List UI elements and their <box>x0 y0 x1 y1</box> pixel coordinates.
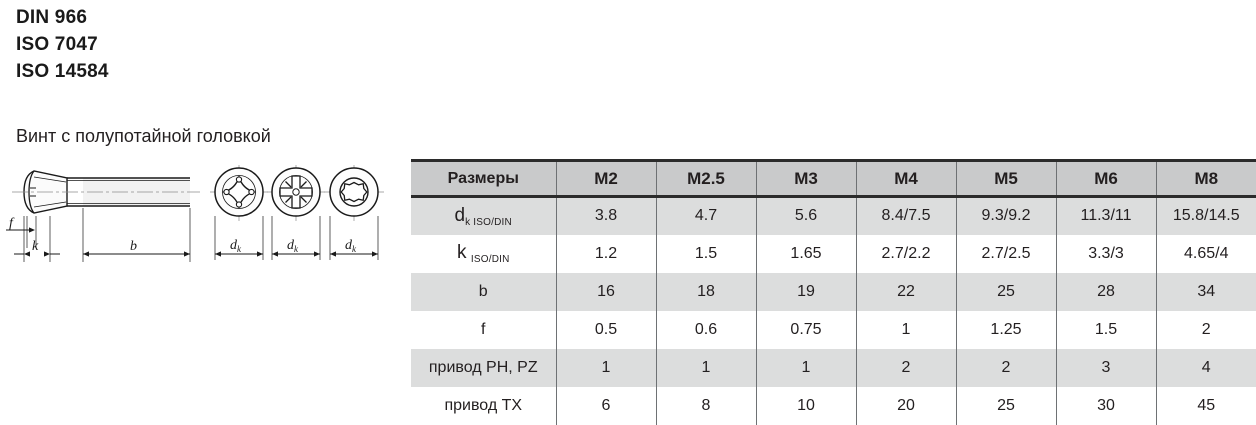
cell-drive-tx-m6: 30 <box>1056 386 1157 425</box>
cell-dk-m8: 15.8/14.5 <box>1156 196 1256 235</box>
dimension-f <box>6 216 37 248</box>
standard-din: DIN 966 <box>16 7 88 28</box>
cell-f-m6: 1.5 <box>1056 310 1157 349</box>
head-dk-sub-tx: k <box>352 244 357 254</box>
head-dk-sub-pz: k <box>294 244 299 254</box>
cell-b-m25: 18 <box>656 272 757 311</box>
cell-drive-tx-m8: 45 <box>1156 386 1256 425</box>
cell-k-m5: 2.7/2.5 <box>956 234 1057 273</box>
header-cell-m6: M6 <box>1056 159 1157 198</box>
screw-side-view <box>12 170 200 214</box>
table-row: k ISO/DIN 1.2 1.5 1.65 2.7/2.2 2.7/2.5 3… <box>411 234 1256 273</box>
table-header-row: Размеры M2 M2.5 M3 M4 M5 M6 M8 <box>411 159 1256 198</box>
row-label-drive-tx: привод TX <box>411 386 557 425</box>
header-cell-m2: M2 <box>556 159 657 198</box>
row-label-dk-base: d <box>454 204 466 226</box>
spec-table: Размеры M2 M2.5 M3 M4 M5 M6 M8 dk ISO/DI… <box>411 159 1256 425</box>
cell-k-m4: 2.7/2.2 <box>856 234 957 273</box>
cell-drive-tx-m3: 10 <box>756 386 857 425</box>
cell-dk-m4: 8.4/7.5 <box>856 196 957 235</box>
cell-k-m8: 4.65/4 <box>1156 234 1256 273</box>
svg-text:dk: dk <box>230 238 242 254</box>
table-row: b 16 18 19 22 25 28 34 <box>411 272 1256 311</box>
svg-text:dk: dk <box>287 238 299 254</box>
cell-drive-tx-m25: 8 <box>656 386 757 425</box>
technical-drawings: f k b <box>0 158 400 273</box>
cell-drive-phpz-m2: 1 <box>556 348 657 387</box>
drawings-svg: f k b <box>6 165 384 262</box>
cell-f-m3: 0.75 <box>756 310 857 349</box>
head-view-pz: dk <box>267 165 325 260</box>
head-view-tx: dk <box>324 165 384 260</box>
header-cell-m3: M3 <box>756 159 857 198</box>
table-row: dk ISO/DIN 3.8 4.7 5.6 8.4/7.5 9.3/9.2 1… <box>411 196 1256 235</box>
table-row: привод TX 6 8 10 20 25 30 45 <box>411 386 1256 425</box>
cell-f-m4: 1 <box>856 310 957 349</box>
header-cell-sizes: Размеры <box>411 159 557 198</box>
cell-drive-phpz-m8: 4 <box>1156 348 1256 387</box>
head-dk-sub-ph: k <box>237 244 242 254</box>
row-label-drive-ph-pz: привод PH, PZ <box>411 348 557 387</box>
cell-drive-tx-m2: 6 <box>556 386 657 425</box>
spec-table-container: Размеры M2 M2.5 M3 M4 M5 M6 M8 dk ISO/DI… <box>411 159 1256 425</box>
cell-drive-phpz-m5: 2 <box>956 348 1057 387</box>
cell-b-m8: 34 <box>1156 272 1256 311</box>
cell-b-m2: 16 <box>556 272 657 311</box>
cell-drive-phpz-m3: 1 <box>756 348 857 387</box>
cell-dk-m2: 3.8 <box>556 196 657 235</box>
cell-f-m8: 2 <box>1156 310 1256 349</box>
product-title: Винт с полупотайной головкой <box>16 126 271 146</box>
cell-b-m4: 22 <box>856 272 957 311</box>
dim-label-k: k <box>32 239 39 254</box>
row-label-k: k ISO/DIN <box>411 234 557 273</box>
row-label-k-sub: ISO/DIN <box>470 254 510 266</box>
cell-k-m3: 1.65 <box>756 234 857 273</box>
dimension-k <box>14 216 60 262</box>
cell-k-m2: 1.2 <box>556 234 657 273</box>
table-row: привод PH, PZ 1 1 1 2 2 3 4 <box>411 348 1256 387</box>
cell-drive-tx-m4: 20 <box>856 386 957 425</box>
cell-drive-phpz-m25: 1 <box>656 348 757 387</box>
row-label-dk: dk ISO/DIN <box>411 196 557 235</box>
dimension-b <box>82 208 191 262</box>
cell-dk-m5: 9.3/9.2 <box>956 196 1057 235</box>
cell-dk-m3: 5.6 <box>756 196 857 235</box>
row-label-f: f <box>411 310 557 349</box>
standard-iso-14584: ISO 14584 <box>16 61 109 82</box>
head-view-ph: dk <box>210 165 268 260</box>
cell-k-m25: 1.5 <box>656 234 757 273</box>
table-row: f 0.5 0.6 0.75 1 1.25 1.5 2 <box>411 310 1256 349</box>
head-dk-label-pz: d <box>287 238 295 253</box>
cell-f-m25: 0.6 <box>656 310 757 349</box>
head-dk-label-tx: d <box>345 238 353 253</box>
header-cell-m25: M2.5 <box>656 159 757 198</box>
cell-b-m3: 19 <box>756 272 857 311</box>
header-cell-m4: M4 <box>856 159 957 198</box>
cell-drive-phpz-m6: 3 <box>1056 348 1157 387</box>
cell-k-m6: 3.3/3 <box>1056 234 1157 273</box>
dim-label-b: b <box>130 239 137 254</box>
cell-drive-tx-m5: 25 <box>956 386 1057 425</box>
header-cell-m5: M5 <box>956 159 1057 198</box>
row-label-k-base: k <box>456 241 467 263</box>
cell-dk-m6: 11.3/11 <box>1056 196 1157 235</box>
svg-text:dk: dk <box>345 238 357 254</box>
cell-b-m5: 25 <box>956 272 1057 311</box>
head-dk-label-ph: d <box>230 238 238 253</box>
cell-f-m5: 1.25 <box>956 310 1057 349</box>
row-label-b: b <box>411 272 557 311</box>
dim-label-f: f <box>9 216 15 231</box>
standards-list: DIN 966 ISO 7047 ISO 14584 <box>16 4 396 85</box>
cell-b-m6: 28 <box>1056 272 1157 311</box>
cell-dk-m25: 4.7 <box>656 196 757 235</box>
header-cell-m8: M8 <box>1156 159 1256 198</box>
cell-f-m2: 0.5 <box>556 310 657 349</box>
row-label-dk-sub: k ISO/DIN <box>465 216 512 228</box>
standard-iso-7047: ISO 7047 <box>16 34 98 55</box>
cell-drive-phpz-m4: 2 <box>856 348 957 387</box>
